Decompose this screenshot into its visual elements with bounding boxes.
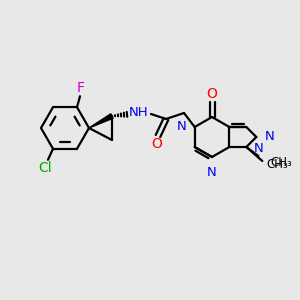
- Polygon shape: [89, 114, 113, 128]
- Text: N: N: [207, 166, 217, 179]
- Text: O: O: [152, 137, 162, 151]
- Text: O: O: [207, 87, 218, 101]
- Text: CH₃: CH₃: [266, 158, 288, 170]
- Text: N: N: [177, 119, 187, 133]
- Text: N: N: [264, 130, 274, 143]
- Text: Cl: Cl: [38, 161, 52, 175]
- Text: CH₃: CH₃: [270, 157, 292, 169]
- Text: F: F: [77, 81, 85, 95]
- Text: NH: NH: [129, 106, 149, 119]
- Text: N: N: [253, 142, 263, 154]
